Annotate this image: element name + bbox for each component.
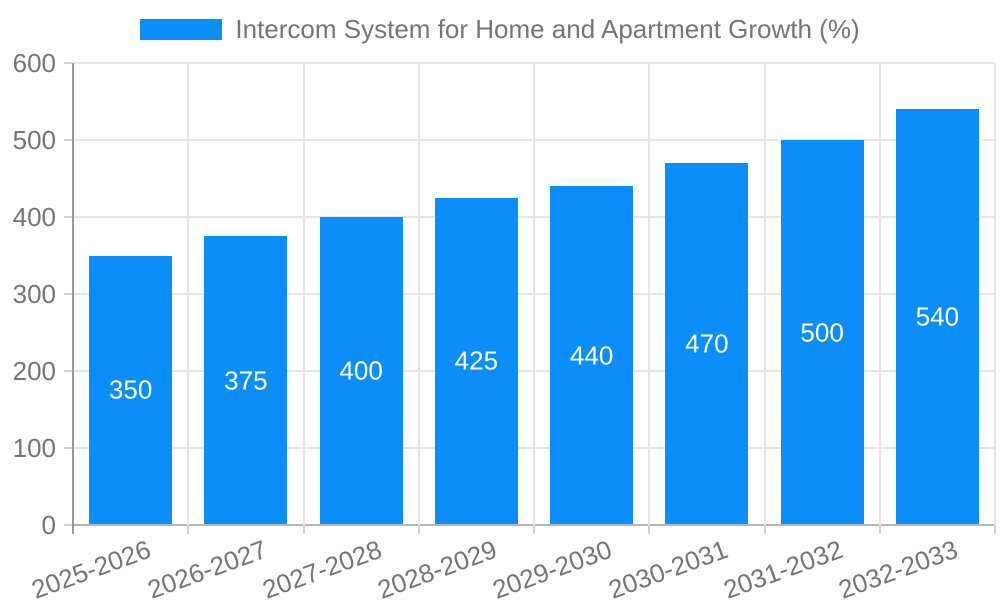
bar[interactable] [89,255,172,524]
x-tick-mark [187,525,190,534]
x-gridline [417,63,420,525]
y-tick-label: 200 [12,356,56,386]
x-tick-label: 2029-2030 [488,534,616,600]
y-tick-mark [64,524,72,526]
x-tick-label: 2027-2028 [258,534,386,600]
x-gridline [994,63,996,525]
bar[interactable] [665,163,748,524]
y-tick-label: 600 [12,48,56,78]
x-tick-label: 2031-2032 [719,534,847,600]
x-tick-label: 2030-2031 [604,534,732,600]
x-tick-mark [417,525,420,534]
y-tick-mark [64,447,72,449]
x-gridline [763,63,766,525]
bar[interactable] [435,197,518,524]
x-tick-mark [878,525,881,534]
bar[interactable] [204,236,287,524]
x-tick-mark [533,525,535,534]
bar-value-label: 500 [800,317,844,347]
x-tick-mark [763,525,766,534]
bar-value-label: 350 [108,374,153,405]
x-tick-mark [302,525,305,534]
bar-value-label: 540 [915,301,960,332]
legend-swatch [140,18,223,40]
bar-value-label: 400 [339,355,383,386]
y-tick-label: 400 [12,202,56,232]
x-tick-mark [994,525,996,534]
x-gridline [533,63,535,525]
y-tick-mark [64,216,72,218]
x-gridline [878,63,881,525]
x-tick-label: 2026-2027 [143,534,271,600]
y-tick-mark [64,293,72,295]
y-axis-line [72,63,74,534]
bar[interactable] [320,217,403,524]
y-tick-mark [64,62,72,64]
bar-value-label: 375 [224,365,268,396]
y-tick-label: 100 [12,433,56,463]
bar[interactable] [896,109,979,524]
y-tick-label: 500 [12,125,56,155]
bar-value-label: 440 [569,340,614,371]
bar-value-label: 425 [454,345,499,376]
bar[interactable] [781,140,864,524]
x-tick-mark [648,525,651,534]
x-tick-label: 2028-2029 [373,534,501,600]
y-tick-mark [64,370,72,372]
x-gridline [648,63,651,525]
x-gridline [187,63,190,525]
y-tick-label: 0 [41,510,56,540]
y-tick-mark [64,139,72,141]
legend-label: Intercom System for Home and Apartment G… [235,14,860,44]
y-tick-label: 300 [12,279,56,309]
bar-value-label: 470 [685,328,729,359]
x-gridline [302,63,305,525]
x-tick-label: 2032-2033 [834,534,962,600]
chart-legend[interactable]: Intercom System for Home and Apartment G… [0,15,1000,43]
x-tick-label: 2025-2026 [27,534,155,600]
bar[interactable] [550,186,633,524]
